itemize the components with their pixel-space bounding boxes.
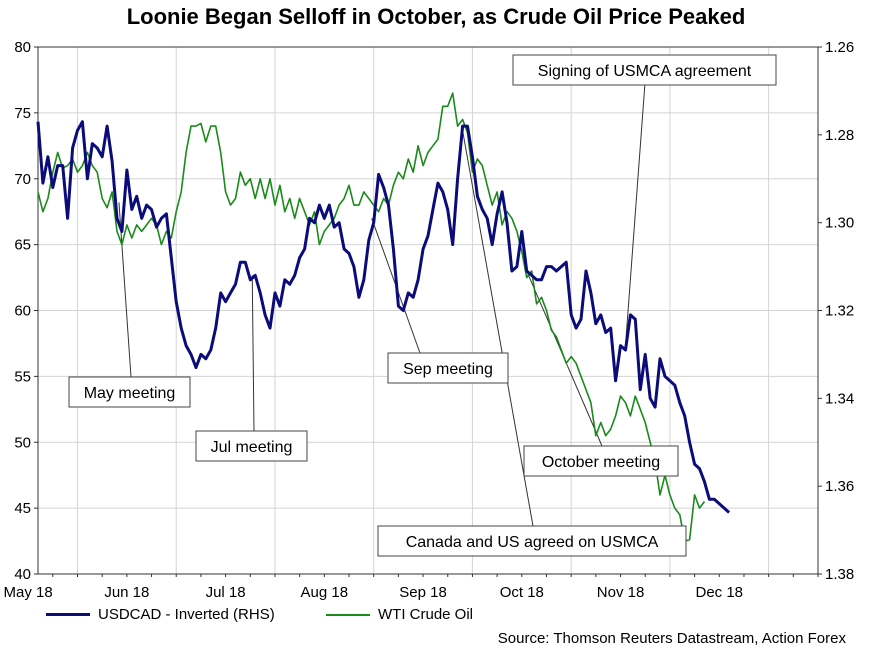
x-tick-label: Nov 18: [597, 584, 645, 601]
annotation-box: [523, 445, 679, 477]
y-left-tick-label: 50: [14, 434, 31, 451]
annotation-box: [512, 54, 777, 86]
annotation-label: October meeting: [542, 454, 660, 471]
y-left-tick-label: 60: [14, 303, 31, 320]
y-right-tick-label: 1.26: [825, 39, 854, 56]
y-left-tick-label: 80: [14, 39, 31, 56]
usdcad-line: [36, 120, 731, 514]
annotation-box: [195, 430, 308, 462]
x-tick-label: Aug 18: [301, 584, 349, 601]
legend-item-usdcad: USDCAD - Inverted (RHS): [46, 606, 275, 623]
legend-item-wti: WTI Crude Oil: [326, 606, 473, 623]
x-tick-label: May 18: [4, 584, 53, 601]
y-right-tick-label: 1.28: [825, 127, 854, 144]
y-left-tick-label: 40: [14, 566, 31, 583]
y-left-tick-label: 45: [14, 500, 31, 517]
x-tick-label: Oct 18: [500, 584, 544, 601]
annotation-label: Sep meeting: [403, 361, 493, 378]
annotation-label: May meeting: [84, 385, 176, 402]
annotation-label: Jul meeting: [211, 439, 293, 456]
annotation-leader-line: [624, 82, 646, 346]
chart-title: Loonie Began Selloff in October, as Crud…: [126, 4, 746, 29]
y-left-tick-label: 55: [14, 368, 31, 385]
legend-label-wti: WTI Crude Oil: [378, 606, 474, 623]
y-left-tick-label: 75: [14, 105, 31, 122]
annotation-label: Canada and US agreed on USMCA: [406, 534, 659, 551]
legend-swatch-wti: [326, 613, 370, 616]
annotation-box: [68, 376, 191, 408]
source-note: Source: Thomson Reuters Datastream, Acti…: [497, 630, 846, 647]
legend-label-usdcad: USDCAD - Inverted (RHS): [98, 606, 275, 623]
series-usdcad: [36, 120, 731, 514]
x-tick-label: Sep 18: [399, 584, 447, 601]
annotation-box: [387, 352, 509, 384]
wti-line: [37, 92, 706, 542]
x-tick-label: Jul 18: [206, 584, 246, 601]
y-left-tick-label: 70: [14, 171, 31, 188]
x-tick-label: Jun 18: [104, 584, 149, 601]
annotation-leader-line: [251, 275, 255, 432]
y-right-tick-label: 1.34: [825, 390, 854, 407]
annotation-leader-line: [462, 130, 534, 527]
series-wti: [37, 92, 706, 542]
y-right-tick-label: 1.32: [825, 303, 854, 320]
annotation-label: Signing of USMCA agreement: [538, 63, 752, 80]
y-right-tick-label: 1.36: [825, 478, 854, 495]
y-right-tick-label: 1.30: [825, 215, 854, 232]
y-right-tick-label: 1.38: [825, 566, 854, 583]
legend-swatch-usdcad: [46, 613, 90, 616]
x-tick-label: Dec 18: [696, 584, 744, 601]
y-left-tick-label: 65: [14, 237, 31, 254]
annotation-box: [377, 525, 687, 557]
